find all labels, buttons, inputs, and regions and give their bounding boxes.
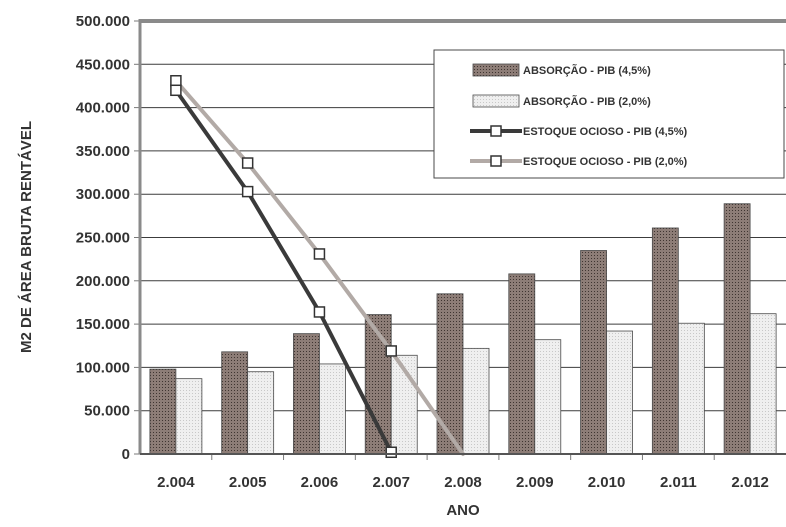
bar-absorcao-20 xyxy=(749,313,777,455)
marker-estoque-20 xyxy=(170,75,182,87)
x-axis-title: ANO xyxy=(446,502,480,519)
bar-absorcao-20 xyxy=(319,363,346,455)
bar-absorcao-45 xyxy=(651,227,679,455)
legend-estoque-45-marker xyxy=(490,125,502,137)
y-tick-label: 250.000 xyxy=(76,230,130,247)
y-tick-label: 100.000 xyxy=(76,359,130,376)
bar-absorcao-20 xyxy=(175,378,203,455)
y-axis-title: M2 DE ÁREA BRUTA RENTÁVEL xyxy=(18,121,35,353)
x-tick-label: 2.008 xyxy=(444,474,482,491)
bar-absorcao-45 xyxy=(580,250,607,455)
marker-estoque-45 xyxy=(241,185,254,198)
y-tick-label: 400.000 xyxy=(76,100,130,117)
line-estoque-45 xyxy=(173,88,394,455)
bar-absorcao-45 xyxy=(293,333,320,455)
marker-estoque-45 xyxy=(385,446,397,459)
bar-absorcao-45 xyxy=(723,203,751,455)
marker-estoque-20 xyxy=(241,157,254,169)
y-tick-label: 0 xyxy=(122,446,130,463)
bar-absorcao-45 xyxy=(221,351,249,455)
bar-absorcao-20 xyxy=(677,322,705,455)
y-tick-label: 350.000 xyxy=(76,143,130,160)
x-tick-label: 2.010 xyxy=(588,474,626,491)
x-tick-label: 2.011 xyxy=(660,474,697,491)
legend-estoque-20-marker xyxy=(490,155,502,167)
x-tick-label: 2.006 xyxy=(301,474,339,491)
y-tick-label: 200.000 xyxy=(76,273,130,290)
marker-estoque-20 xyxy=(313,248,326,260)
legend-estoque-45-label: ESTOQUE OCIOSO - PIB (4,5%) xyxy=(523,126,688,138)
bar-absorcao-20 xyxy=(462,347,490,455)
marker-estoque-45 xyxy=(313,306,326,318)
legend-absorcao-45-swatch xyxy=(472,63,520,77)
y-tick-label: 450.000 xyxy=(76,56,130,73)
x-tick-label: 2.009 xyxy=(516,474,554,491)
marker-estoque-20 xyxy=(385,345,397,357)
y-tick-label: 50.000 xyxy=(84,403,130,420)
bar-absorcao-20 xyxy=(247,371,275,455)
bar-absorcao-20 xyxy=(534,339,562,455)
legend-absorcao-20-swatch xyxy=(472,94,520,108)
y-tick-label: 500.000 xyxy=(76,13,130,30)
x-tick-label: 2.007 xyxy=(372,474,410,491)
bar-absorcao-45 xyxy=(508,273,536,455)
legend-absorcao-20-label: ABSORÇÃO - PIB (2,0%) xyxy=(523,95,651,108)
y-tick-label: 300.000 xyxy=(76,186,130,203)
x-tick-label: 2.004 xyxy=(157,474,195,491)
bar-absorcao-45 xyxy=(436,293,464,455)
legend-absorcao-45-label: ABSORÇÃO - PIB (4,5%) xyxy=(523,64,651,77)
bar-absorcao-45 xyxy=(149,368,177,455)
legend-estoque-20-label: ESTOQUE OCIOSO - PIB (2,0%) xyxy=(523,156,688,168)
marker-estoque-45 xyxy=(170,84,182,97)
y-tick-label: 150.000 xyxy=(76,316,130,333)
x-tick-label: 2.012 xyxy=(731,474,769,491)
x-tick-label: 2.005 xyxy=(229,474,267,491)
bar-absorcao-20 xyxy=(606,330,633,455)
